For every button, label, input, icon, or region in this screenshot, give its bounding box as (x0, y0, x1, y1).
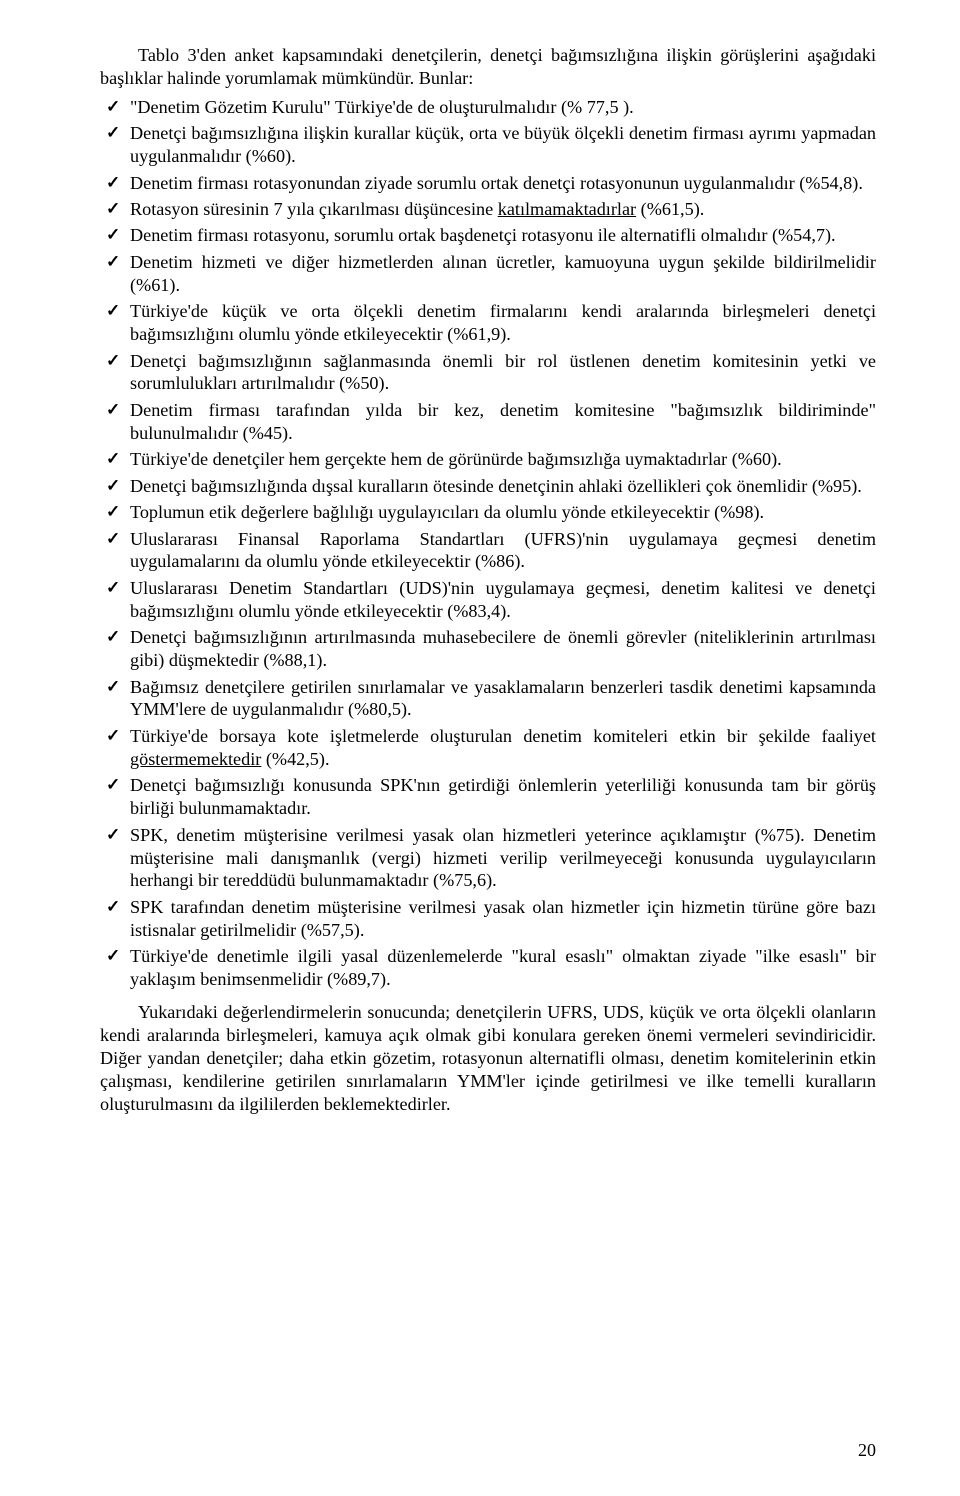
finding-text: SPK, denetim müşterisine verilmesi yasak… (130, 825, 876, 891)
finding-text: Denetçi bağımsızlığına ilişkin kurallar … (130, 123, 876, 166)
finding-item: Denetçi bağımsızlığının sağlanmasında ön… (100, 350, 876, 396)
intro-paragraph: Tablo 3'den anket kapsamındaki denetçile… (100, 44, 876, 90)
finding-text: Denetim firması rotasyonu, sorumlu ortak… (130, 225, 836, 245)
conclusion-paragraph: Yukarıdaki değerlendirmelerin sonucunda;… (100, 1001, 876, 1116)
finding-text: "Denetim Gözetim Kurulu" Türkiye'de de o… (130, 97, 634, 117)
finding-item: Türkiye'de borsaya kote işletmelerde olu… (100, 725, 876, 771)
finding-text: Bağımsız denetçilere getirilen sınırlama… (130, 677, 876, 720)
finding-item: Denetçi bağımsızlığının artırılmasında m… (100, 626, 876, 672)
finding-text: Denetim firması tarafından yılda bir kez… (130, 400, 876, 443)
finding-item: SPK, denetim müşterisine verilmesi yasak… (100, 824, 876, 893)
finding-text: Uluslararası Denetim Standartları (UDS)'… (130, 578, 876, 621)
finding-item: Türkiye'de denetçiler hem gerçekte hem d… (100, 448, 876, 471)
finding-text: Denetçi bağımsızlığının sağlanmasında ön… (130, 351, 876, 394)
finding-item: SPK tarafından denetim müşterisine veril… (100, 896, 876, 942)
finding-text: Denetim firması rotasyonundan ziyade sor… (130, 173, 863, 193)
finding-text-post: (%61,5). (636, 199, 704, 219)
finding-text: Denetçi bağımsızlığının artırılmasında m… (130, 627, 876, 670)
finding-text: Denetçi bağımsızlığı konusunda SPK'nın g… (130, 775, 876, 818)
finding-text-post: (%42,5). (261, 749, 329, 769)
finding-item: Bağımsız denetçilere getirilen sınırlama… (100, 676, 876, 722)
finding-item: Denetçi bağımsızlığına ilişkin kurallar … (100, 122, 876, 168)
finding-text: Türkiye'de küçük ve orta ölçekli denetim… (130, 301, 876, 344)
document-page: Tablo 3'den anket kapsamındaki denetçile… (0, 0, 960, 1496)
finding-text: Denetim hizmeti ve diğer hizmetlerden al… (130, 252, 876, 295)
finding-item: Denetim hizmeti ve diğer hizmetlerden al… (100, 251, 876, 297)
finding-item: Denetim firması tarafından yılda bir kez… (100, 399, 876, 445)
finding-text: Uluslararası Finansal Raporlama Standart… (130, 529, 876, 572)
finding-underline: göstermemektedir (130, 749, 261, 769)
finding-item: Denetim firması rotasyonundan ziyade sor… (100, 172, 876, 195)
finding-text: Rotasyon süresinin 7 yıla çıkarılması dü… (130, 199, 498, 219)
finding-text: Toplumun etik değerlere bağlılığı uygula… (130, 502, 764, 522)
finding-text: Denetçi bağımsızlığında dışsal kuralları… (130, 476, 862, 496)
finding-text: Türkiye'de borsaya kote işletmelerde olu… (130, 726, 876, 746)
finding-item: Uluslararası Finansal Raporlama Standart… (100, 528, 876, 574)
finding-text: SPK tarafından denetim müşterisine veril… (130, 897, 876, 940)
finding-text: Türkiye'de denetimle ilgili yasal düzenl… (130, 946, 876, 989)
finding-item: Türkiye'de denetimle ilgili yasal düzenl… (100, 945, 876, 991)
finding-text: Türkiye'de denetçiler hem gerçekte hem d… (130, 449, 782, 469)
finding-item: Toplumun etik değerlere bağlılığı uygula… (100, 501, 876, 524)
finding-item: "Denetim Gözetim Kurulu" Türkiye'de de o… (100, 96, 876, 119)
finding-item: Türkiye'de küçük ve orta ölçekli denetim… (100, 300, 876, 346)
finding-item: Denetim firması rotasyonu, sorumlu ortak… (100, 224, 876, 247)
finding-item: Rotasyon süresinin 7 yıla çıkarılması dü… (100, 198, 876, 221)
finding-underline: katılmamaktadırlar (498, 199, 636, 219)
findings-list: "Denetim Gözetim Kurulu" Türkiye'de de o… (100, 96, 876, 991)
page-number: 20 (858, 1439, 876, 1462)
finding-item: Denetçi bağımsızlığında dışsal kuralları… (100, 475, 876, 498)
finding-item: Uluslararası Denetim Standartları (UDS)'… (100, 577, 876, 623)
finding-item: Denetçi bağımsızlığı konusunda SPK'nın g… (100, 774, 876, 820)
